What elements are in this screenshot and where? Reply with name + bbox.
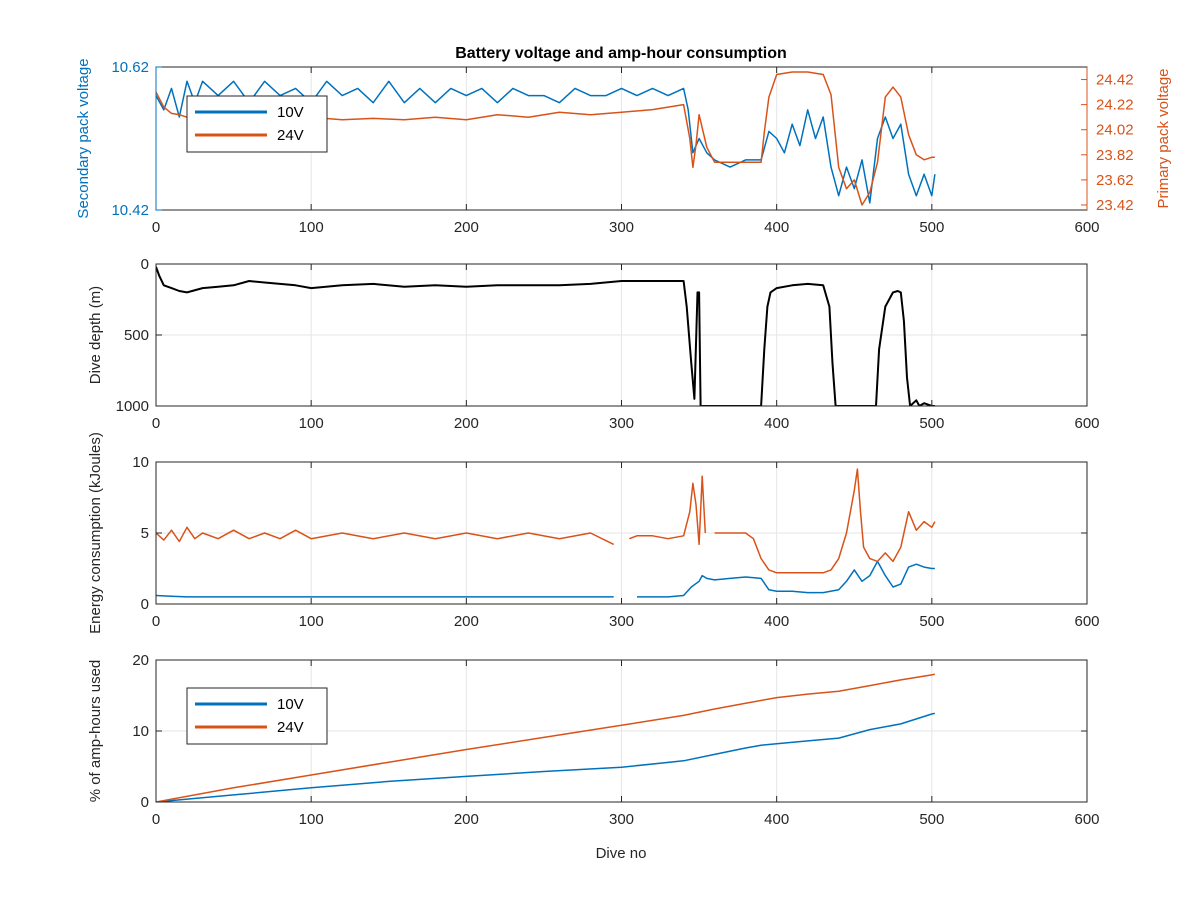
x-tick-label: 600 xyxy=(1074,811,1099,828)
x-tick-label: 100 xyxy=(299,613,324,630)
y-axis-title: Energy consumption (kJoules) xyxy=(87,432,104,634)
legend-box xyxy=(186,687,328,745)
chart-panels: 0 100 200 300 400 500 60010.4210.6223.4223.622… xyxy=(75,58,1172,828)
series-line-10v xyxy=(156,712,936,802)
y-right-tick-label: 23.42 xyxy=(1096,197,1134,214)
x-tick-label: 0 xyxy=(152,811,160,828)
series-line-1 xyxy=(156,560,935,598)
y-tick-label: 5 xyxy=(141,525,149,542)
x-tick-label: 200 xyxy=(454,613,479,630)
x-tick-label: 600 xyxy=(1074,219,1099,236)
y-tick-label: 10 xyxy=(132,454,149,471)
series-group xyxy=(156,468,936,598)
y-axis-title: Secondary pack voltage xyxy=(75,58,92,218)
y-right-axis-title: Primary pack voltage xyxy=(1155,68,1172,208)
series-group xyxy=(156,673,936,802)
y-right-tick-label: 24.02 xyxy=(1096,122,1134,139)
y-tick-label: 10 xyxy=(132,723,149,740)
x-tick-label: 300 xyxy=(609,811,634,828)
x-tick-label: 200 xyxy=(454,811,479,828)
legend-label-24v: 24V xyxy=(277,719,304,736)
x-tick-label: 200 xyxy=(454,415,479,432)
y-right-tick-label: 23.82 xyxy=(1096,147,1134,164)
chart-title: Battery voltage and amp-hour consumption xyxy=(455,45,787,62)
x-tick-label: 500 xyxy=(919,219,944,236)
y-tick-label: 0 xyxy=(141,596,149,613)
x-tick-label: 200 xyxy=(454,219,479,236)
y-axis-title: Dive depth (m) xyxy=(87,286,104,384)
x-tick-label: 100 xyxy=(299,811,324,828)
y-right-tick-label: 24.22 xyxy=(1096,97,1134,114)
chart-panel-3: 0 100 200 300 400 500 600 0 5 10 Energy consumptio… xyxy=(87,432,1100,634)
series-group xyxy=(156,266,935,406)
x-tick-label: 0 xyxy=(152,613,160,630)
x-tick-label: 600 xyxy=(1074,613,1099,630)
series-line-1 xyxy=(156,266,935,406)
x-tick-label: 300 xyxy=(609,613,634,630)
series-line-2 xyxy=(156,468,936,574)
series-line-10v xyxy=(156,80,936,204)
y-tick-label: 0 xyxy=(141,794,149,811)
x-tick-label: 100 xyxy=(299,415,324,432)
x-tick-label: 500 xyxy=(919,811,944,828)
legend-box xyxy=(186,95,328,153)
chart-panel-1: 0 100 200 300 400 500 600 10.42 10.62 23.42 23.62 2… xyxy=(75,58,1172,236)
x-tick-label: 0 xyxy=(152,415,160,432)
x-tick-label: 400 xyxy=(764,811,789,828)
x-tick-label: 100 xyxy=(299,219,324,236)
x-tick-label: 400 xyxy=(764,219,789,236)
x-tick-label: 300 xyxy=(609,415,634,432)
y-tick-label: 1000 xyxy=(116,398,149,415)
legend-label-10v: 10V xyxy=(277,104,304,121)
y-tick-label: 10.42 xyxy=(111,202,149,219)
x-tick-label: 500 xyxy=(919,415,944,432)
y-tick-label: 500 xyxy=(124,327,149,344)
x-tick-label: 400 xyxy=(764,613,789,630)
legend-label-24v: 24V xyxy=(277,127,304,144)
chart-panel-2: 0 100 200 300 400 500 600 0 500 1000 Dive depth (m… xyxy=(87,256,1100,432)
y-right-tick-label: 24.42 xyxy=(1096,72,1134,89)
x-tick-label: 400 xyxy=(764,415,789,432)
chart-panel-4: 0 100 200 300 400 500 600 0 10 20 % of amp-hours u… xyxy=(87,652,1100,828)
x-tick-label: 600 xyxy=(1074,415,1099,432)
y-tick-label: 20 xyxy=(132,652,149,669)
y-tick-label: 0 xyxy=(141,256,149,273)
x-tick-label: 0 xyxy=(152,219,160,236)
y-right-tick-label: 23.62 xyxy=(1096,172,1134,189)
y-tick-label: 10.62 xyxy=(111,59,149,76)
x-tick-label: 300 xyxy=(609,219,634,236)
y-axis-title: % of amp-hours used xyxy=(87,660,104,803)
x-tick-label: 500 xyxy=(919,613,944,630)
x-axis-title: Dive no xyxy=(596,845,647,862)
series-line-24v xyxy=(156,673,936,802)
legend-label-10v: 10V xyxy=(277,696,304,713)
